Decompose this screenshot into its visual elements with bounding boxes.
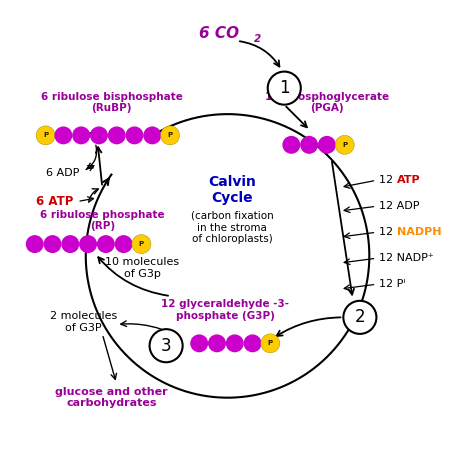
Circle shape xyxy=(91,127,107,144)
Text: 6 ribulose phosphate
(RP): 6 ribulose phosphate (RP) xyxy=(40,210,164,231)
Circle shape xyxy=(36,126,55,145)
Text: glucose and other
carbohydrates: glucose and other carbohydrates xyxy=(55,387,168,409)
Circle shape xyxy=(27,236,43,252)
Text: (carbon fixation
in the stroma
of chloroplasts): (carbon fixation in the stroma of chloro… xyxy=(191,211,273,244)
Circle shape xyxy=(80,236,96,252)
Circle shape xyxy=(98,236,114,252)
Text: 12 Pᴵ: 12 Pᴵ xyxy=(379,279,405,289)
Circle shape xyxy=(335,136,354,155)
Circle shape xyxy=(44,236,61,252)
Circle shape xyxy=(343,301,376,334)
Text: P: P xyxy=(342,142,347,148)
Circle shape xyxy=(191,335,208,352)
Circle shape xyxy=(150,329,182,362)
Circle shape xyxy=(301,137,318,153)
Text: Calvin
Cycle: Calvin Cycle xyxy=(209,174,256,205)
Circle shape xyxy=(73,127,90,144)
Circle shape xyxy=(55,127,72,144)
Text: 12: 12 xyxy=(379,227,395,237)
Circle shape xyxy=(209,335,225,352)
Text: ATP: ATP xyxy=(397,175,420,185)
Circle shape xyxy=(115,236,132,252)
Text: 6 ADP: 6 ADP xyxy=(46,168,79,178)
Text: 6 ATP: 6 ATP xyxy=(36,195,73,208)
Circle shape xyxy=(244,335,261,352)
Circle shape xyxy=(62,236,79,252)
Text: 12 ADP: 12 ADP xyxy=(379,201,419,211)
Text: 6 CO: 6 CO xyxy=(199,26,239,41)
Circle shape xyxy=(109,127,125,144)
Circle shape xyxy=(227,335,243,352)
Text: 2 molecules
of G3P: 2 molecules of G3P xyxy=(50,311,117,333)
Circle shape xyxy=(161,126,180,145)
Text: 12 NADP⁺: 12 NADP⁺ xyxy=(379,253,434,263)
Text: 10 molecules
of G3p: 10 molecules of G3p xyxy=(105,257,180,279)
Text: P: P xyxy=(43,132,48,138)
Text: 3: 3 xyxy=(161,337,172,355)
Text: 12: 12 xyxy=(379,175,395,185)
Circle shape xyxy=(261,334,280,353)
Text: 6 ribulose bisphosphate
(RuBP): 6 ribulose bisphosphate (RuBP) xyxy=(41,91,182,113)
Circle shape xyxy=(132,235,151,254)
Circle shape xyxy=(144,127,161,144)
Text: 12 glyceraldehyde -3-
phosphate (G3P): 12 glyceraldehyde -3- phosphate (G3P) xyxy=(161,300,289,321)
Text: P: P xyxy=(167,132,173,138)
Text: P: P xyxy=(139,241,144,247)
Circle shape xyxy=(283,137,300,153)
Text: NADPH: NADPH xyxy=(397,227,441,237)
Circle shape xyxy=(126,127,143,144)
Text: 1: 1 xyxy=(279,79,290,97)
Text: 2: 2 xyxy=(254,35,261,45)
Circle shape xyxy=(268,72,301,105)
Text: 12 phosphoglycerate
(PGA): 12 phosphoglycerate (PGA) xyxy=(265,91,389,113)
Text: 2: 2 xyxy=(355,309,365,326)
Text: P: P xyxy=(268,340,273,346)
Circle shape xyxy=(319,137,335,153)
